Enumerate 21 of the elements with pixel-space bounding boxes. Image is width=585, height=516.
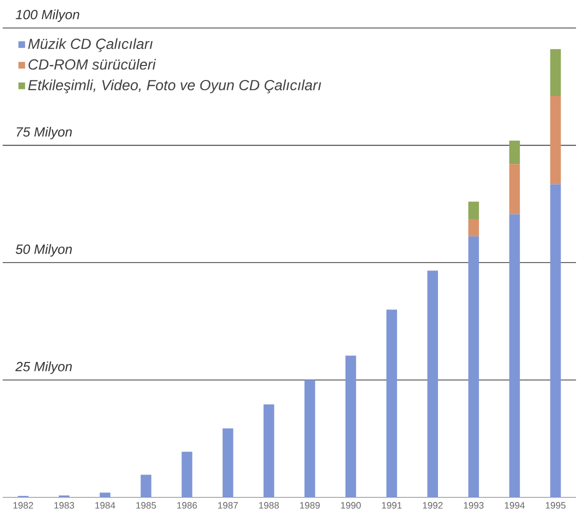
x-tick-label: 1989	[300, 502, 320, 509]
x-tick-label: 1995	[546, 502, 566, 509]
x-tick-label: 1984	[95, 502, 116, 509]
x-tick-label: 1985	[136, 502, 156, 509]
x-tick-label: 1994	[504, 502, 525, 509]
legend-label: Etkileşimli, Video, Foto ve Oyun CD Çalıcıları	[28, 80, 322, 94]
x-tick-label: 1988	[259, 502, 279, 509]
x-tick-label: 1990	[341, 502, 361, 509]
legend-label: Müzik CD Çalıcıları	[28, 38, 153, 52]
x-tick-label: 1983	[54, 502, 74, 509]
legend-label: CD-ROM sürücüleri	[28, 58, 156, 70]
y-tick-label: 50 Milyon	[16, 244, 72, 257]
x-tick-label: 1986	[177, 502, 197, 509]
y-tick-label: 25 Milyon	[15, 362, 72, 374]
x-tick-label: 1992	[423, 502, 443, 509]
x-tick-label: 1991	[382, 502, 402, 509]
x-tick-label: 1993	[464, 502, 484, 509]
x-tick-label: 1982	[13, 502, 34, 509]
x-tick-label: 1987	[218, 502, 238, 509]
y-tick-label: 75 Milyon	[16, 126, 72, 140]
y-tick-label: 100 Milyon	[16, 10, 80, 22]
